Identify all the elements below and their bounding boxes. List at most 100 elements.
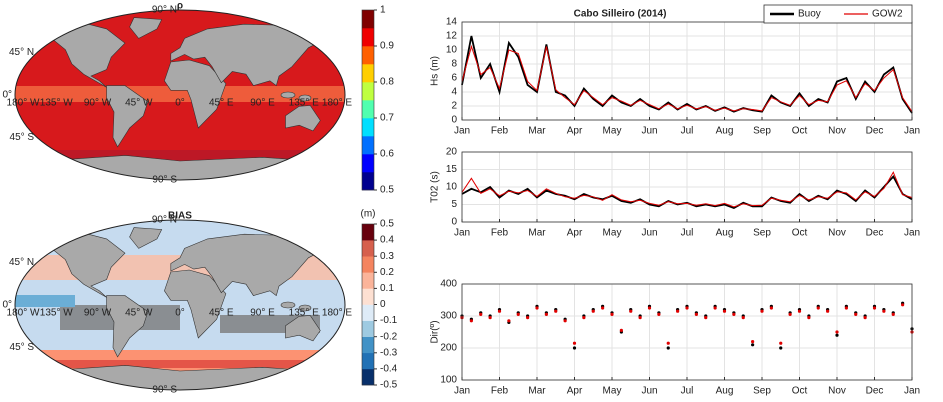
lon-label: 90° E [250, 308, 275, 319]
point [835, 333, 839, 337]
lat-label: 0° [2, 90, 12, 101]
colorbar-swatch [362, 352, 374, 370]
point [554, 309, 558, 313]
y-tick-label: 6 [451, 73, 457, 84]
x-tick-label: Feb [491, 386, 509, 397]
lat-label: 45° S [10, 132, 35, 143]
x-tick-label: May [603, 126, 622, 137]
y-tick-label: 2 [451, 101, 457, 112]
colorbar-tick-label: 0.5 [380, 219, 394, 230]
colorbar-tick-label: -0.1 [380, 315, 398, 326]
point [741, 316, 745, 320]
y-axis-label: Dir(º) [430, 320, 441, 343]
point [751, 343, 755, 347]
x-tick-label: Jun [641, 126, 657, 137]
point [657, 312, 661, 316]
colorbar-tick-label: 0.3 [380, 251, 394, 262]
x-tick-label: Feb [491, 228, 509, 239]
point [544, 312, 548, 316]
colorbar-tick-label: -0.5 [380, 380, 398, 391]
lat-label: 45° N [9, 257, 34, 268]
point [751, 340, 755, 344]
x-tick-label: May [603, 386, 622, 397]
point [891, 312, 895, 316]
point [638, 316, 642, 320]
x-tick-label: Dec [866, 126, 884, 137]
x-tick-label: Nov [828, 228, 846, 239]
x-tick-label: Sep [753, 126, 771, 137]
y-tick-label: 200 [440, 343, 457, 354]
lon-label: 90° W [84, 98, 112, 109]
lat-label: 90° S [152, 385, 177, 396]
x-tick-label: Sep [753, 386, 771, 397]
point [497, 309, 502, 313]
y-tick-label: 15 [446, 164, 458, 175]
x-tick-label: Dec [866, 228, 884, 239]
map-bias [14, 219, 346, 391]
point [619, 328, 623, 332]
colorbar-swatch [362, 256, 374, 273]
point [610, 312, 614, 316]
point [526, 316, 530, 320]
point [666, 341, 670, 345]
y-tick-label: 100 [440, 375, 457, 386]
lon-label: 135° E [289, 98, 319, 109]
colorbar-swatch [362, 82, 374, 101]
colorbar-tick-label: 0.7 [380, 113, 394, 124]
point [779, 341, 783, 345]
x-tick-label: Jun [641, 386, 657, 397]
point [835, 330, 839, 334]
lon-label: 45° W [125, 308, 153, 319]
point [807, 316, 811, 320]
colorbar-swatch [362, 320, 374, 337]
x-tick-label: May [603, 228, 622, 239]
lon-label: 135° W [40, 308, 73, 319]
point [769, 306, 773, 310]
x-tick-label: Oct [792, 386, 808, 397]
series-line [461, 174, 913, 209]
x-tick-label: Feb [491, 126, 509, 137]
colorbar-swatch [362, 240, 374, 257]
point [826, 309, 830, 313]
lon-label: 180° W [7, 308, 40, 319]
colorbar-swatch [362, 136, 374, 155]
x-tick-label: Nov [828, 386, 846, 397]
point [713, 306, 717, 310]
colorbar-swatch [362, 154, 374, 173]
point [629, 309, 633, 313]
lat-label: 90° S [152, 175, 177, 186]
x-tick-label: Mar [528, 126, 546, 137]
colorbar-tick-label: 0.6 [380, 149, 394, 160]
x-tick-label: Sep [753, 228, 771, 239]
x-tick-label: Jul [681, 228, 694, 239]
colorbar-label: (m) [361, 209, 376, 220]
point [591, 309, 595, 313]
plot-frame [461, 21, 913, 121]
point [882, 309, 886, 313]
x-tick-label: Jan [904, 386, 920, 397]
map-title: BIAS [168, 211, 192, 222]
chart-title: Cabo Silleiro (2014) [574, 9, 667, 20]
colorbar-tick-label: 0.1 [380, 283, 394, 294]
y-tick-label: 400 [440, 279, 457, 290]
colorbar-tick-label: 0 [380, 299, 386, 310]
lat-label: 90° N [152, 5, 177, 16]
colorbar-tick-label: 1 [380, 5, 386, 16]
y-tick-label: 12 [446, 31, 458, 42]
legend-label: Buoy [798, 9, 821, 20]
x-tick-label: Jun [641, 228, 657, 239]
plot-frame [461, 283, 913, 381]
point [722, 309, 727, 313]
colorbar-frame [361, 9, 375, 191]
x-tick-label: Mar [528, 228, 546, 239]
point [863, 316, 867, 320]
y-tick-label: 4 [451, 87, 457, 98]
point [572, 346, 577, 350]
colorbar-swatch [362, 336, 374, 354]
x-tick-label: Jan [454, 386, 470, 397]
lon-label: 90° E [250, 98, 275, 109]
point [872, 306, 877, 310]
colorbar-swatch [362, 118, 374, 137]
lon-label: 45° W [125, 98, 153, 109]
